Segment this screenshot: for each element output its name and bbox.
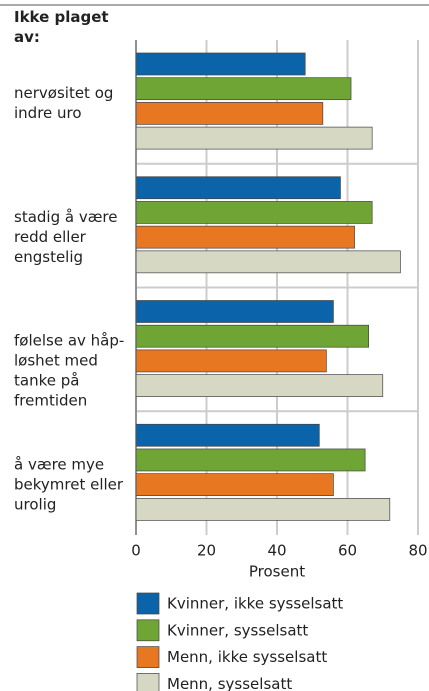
legend-swatch [136, 619, 160, 642]
bar [135, 423, 320, 447]
x-axis-label: Prosent [249, 563, 305, 581]
bar [135, 201, 373, 224]
bar [135, 77, 352, 101]
bar [135, 448, 366, 472]
category-label: nervøsitet og indre uro [14, 84, 113, 122]
bar [135, 52, 306, 76]
category-label: å være mye bekymret eller urolig [14, 455, 124, 513]
legend-label: Kvinner, ikke sysselsatt [167, 595, 343, 613]
bar [135, 250, 401, 274]
category-label: stadig å være redd eller engstelig [14, 207, 118, 265]
bar [135, 324, 369, 348]
x-tick-label: 20 [197, 542, 216, 560]
x-tick-label: 60 [338, 542, 357, 560]
legend-label: Menn, sysselsatt [167, 675, 292, 691]
category-label: følelse av håp-løshet med tanke på fremtid… [14, 331, 124, 409]
legend-label: Kvinner, sysselsatt [167, 621, 308, 639]
legend-label: Menn, ikke sysselsatt [167, 648, 327, 666]
bar [135, 349, 327, 373]
legend-swatch [136, 673, 160, 691]
bar [135, 473, 334, 496]
bar [135, 225, 355, 249]
legend-swatch [136, 646, 160, 668]
x-tick-label: 0 [131, 542, 141, 560]
bar [135, 176, 341, 200]
bar [135, 300, 334, 323]
legend-swatch [136, 592, 160, 615]
bar [135, 102, 324, 125]
bar [135, 126, 373, 150]
x-tick-label: 40 [267, 542, 286, 560]
bar [135, 374, 384, 397]
bar [135, 498, 391, 521]
x-tick-label: 80 [408, 542, 427, 560]
chart-title: Ikke plaget av: [14, 8, 109, 46]
